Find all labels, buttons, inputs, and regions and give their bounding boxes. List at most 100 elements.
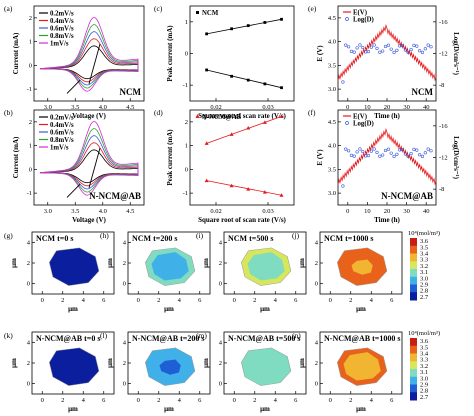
panel-a-frame bbox=[33, 5, 145, 102]
colorbar-0-unit: 10⁴(mol/m³) bbox=[408, 230, 440, 237]
heatmap-1-ytick-label: 4 bbox=[123, 239, 127, 246]
heatmap-1-particle bbox=[145, 247, 196, 286]
panel-e-tag: NCM bbox=[412, 87, 434, 97]
heatmap-5-xtick-label: 0 bbox=[137, 397, 140, 404]
panel-a-legend-label: 0.4mV/s bbox=[50, 18, 74, 25]
panel-c-legend-marker bbox=[196, 11, 199, 14]
colorbar-0-tick-label: 3.0 bbox=[420, 275, 428, 282]
heatmap-3-ytick-label: 0 bbox=[315, 281, 318, 288]
panel-f-label: (f) bbox=[308, 108, 316, 117]
heatmap-1-xlabel: μm bbox=[164, 305, 174, 313]
panel-e-logD-point bbox=[375, 46, 379, 50]
panel-a-xlabel: Voltage (V) bbox=[72, 112, 106, 120]
panel-b-legend-label: 0.6mV/s bbox=[50, 130, 74, 137]
colorbar-0-tick-label: 3.2 bbox=[420, 263, 428, 270]
heatmap-2-xtick-label: 0 bbox=[233, 297, 236, 304]
colorbar-1-segment bbox=[410, 338, 417, 347]
heatmap-4-xtick-label: 6 bbox=[102, 397, 106, 404]
panel-f-ytick-label: 3.5 bbox=[328, 166, 336, 173]
panel-e-xlabel: Time (h) bbox=[374, 112, 400, 120]
panel-a-legend-label: 0.2mV/s bbox=[50, 11, 74, 18]
panel-e-logD-point bbox=[389, 47, 393, 51]
panel-f-logD-point bbox=[398, 148, 402, 152]
heatmap-0-title: NCM t=0 s bbox=[36, 234, 73, 243]
heatmap-1-xtick-label: 4 bbox=[178, 297, 182, 304]
panel-e-logD-point bbox=[366, 50, 371, 54]
panel-f-xtick-label: 40 bbox=[423, 208, 430, 215]
panel-a-ytick-label: -1 bbox=[27, 86, 32, 93]
panel-e-y2tick-label: -12 bbox=[439, 51, 448, 58]
colorbar-1-tick-label: 3.2 bbox=[420, 363, 428, 370]
heatmap-1-ytick-label: 2 bbox=[123, 260, 126, 267]
heatmap-2-xtick-label: 2 bbox=[253, 297, 256, 304]
panel-e-xtick-label: 20 bbox=[384, 104, 391, 111]
heatmap-4-xtick-label: 0 bbox=[41, 397, 44, 404]
panel-b-xlabel: Voltage (V) bbox=[72, 216, 106, 224]
heatmap-3-ylabel: μm bbox=[298, 258, 306, 268]
panel-c-ytick-label: -1 bbox=[183, 82, 188, 89]
heatmap-2-ytick-label: 2 bbox=[219, 260, 222, 267]
heatmap-4-particle bbox=[49, 347, 100, 386]
panel-f-logD-point bbox=[355, 150, 359, 154]
panel-c-point bbox=[280, 86, 283, 90]
panel-c-xtick-label: 0.02 bbox=[210, 104, 221, 111]
panel-e-logD-point bbox=[378, 50, 382, 54]
panel-e-logD-point bbox=[392, 50, 396, 55]
heatmap-4-xtick-label: 2 bbox=[61, 397, 64, 404]
panel-f-xtick-label: 0 bbox=[346, 208, 349, 215]
colorbar-1-tick-label: 3.1 bbox=[420, 369, 428, 376]
panel-d-ytick-label: 1 bbox=[185, 143, 188, 150]
panel-b-tag: N-NCM@AB bbox=[89, 191, 141, 201]
panel-d-point bbox=[229, 132, 234, 136]
panel-b-ytick-label: 0 bbox=[29, 166, 32, 173]
heatmap-0-label: (g) bbox=[4, 231, 13, 240]
panel-e-logD-point bbox=[381, 49, 385, 53]
panel-d-point bbox=[262, 120, 267, 124]
heatmap-0-xlabel: μm bbox=[68, 305, 78, 313]
panel-e-logD-point bbox=[412, 43, 416, 47]
heatmap-6-particle bbox=[241, 347, 292, 386]
heatmap-7-title: N-NCM@AB t=1000 s bbox=[324, 334, 400, 343]
heatmap-5-xtick-label: 6 bbox=[198, 397, 202, 404]
panel-e-logD-point bbox=[346, 45, 351, 49]
heatmap-4-xlabel: μm bbox=[68, 405, 78, 413]
panel-f-xlabel: Time (h) bbox=[374, 216, 400, 224]
heatmap-3-particle-center bbox=[351, 259, 373, 275]
panel-b-legend-label: 0.4mV/s bbox=[50, 122, 74, 129]
heatmap-2-xlabel: μm bbox=[260, 305, 270, 313]
panel-a-xtick-label: 4.5 bbox=[126, 104, 134, 111]
panel-e-logD-point bbox=[344, 43, 348, 47]
heatmap-6-ylabel: μm bbox=[202, 358, 210, 368]
panel-b-ytick-label: -1 bbox=[27, 190, 32, 197]
panel-f-logD-point bbox=[412, 147, 416, 151]
panel-b-ylabel: Current (mA) bbox=[12, 136, 20, 178]
panel-a-legend-label: 0.6mV/s bbox=[50, 26, 74, 33]
panel-e-logD-point bbox=[395, 48, 399, 52]
heatmap-2-ytick-label: 4 bbox=[219, 239, 223, 246]
panel-c-fit-line bbox=[206, 18, 282, 35]
heatmap-3-xtick-label: 4 bbox=[370, 297, 374, 304]
heatmap-5-xlabel: μm bbox=[164, 405, 174, 413]
heatmap-0-xtick-label: 4 bbox=[82, 297, 86, 304]
panel-e-logD-point bbox=[361, 45, 365, 50]
colorbar-0-segment bbox=[410, 269, 417, 278]
panel-d-xtick-label: 0.03 bbox=[262, 208, 273, 215]
panel-f-logD-point bbox=[349, 153, 354, 157]
panel-d-point bbox=[262, 190, 267, 194]
panel-e-logD-point bbox=[358, 43, 362, 47]
panel-c-point bbox=[280, 17, 283, 21]
panel-b-legend-label: 0.2mV/s bbox=[50, 115, 74, 122]
panel-f-logD-point bbox=[395, 152, 399, 156]
panel-f-logD-point bbox=[415, 148, 419, 152]
colorbar-0-segment bbox=[410, 261, 417, 270]
heatmap-7-ytick-label: 4 bbox=[315, 339, 319, 346]
panel-d-point bbox=[204, 178, 209, 183]
heatmap-1-ylabel: μm bbox=[106, 258, 114, 268]
panel-d-point bbox=[204, 141, 209, 145]
heatmap-7-xtick-label: 4 bbox=[370, 397, 374, 404]
heatmap-6-ytick-label: 4 bbox=[219, 339, 223, 346]
panel-f-ytick-label: 4.0 bbox=[328, 143, 336, 150]
colorbar-0-segment bbox=[410, 238, 417, 247]
heatmap-7-xlabel: μm bbox=[356, 405, 366, 413]
